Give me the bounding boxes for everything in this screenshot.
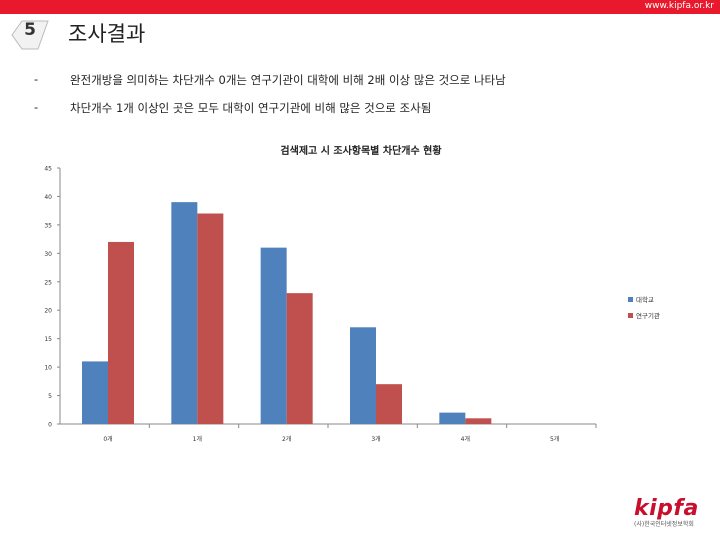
y-tick-label: 35 <box>44 222 52 229</box>
legend-label: 대학교 <box>636 295 654 304</box>
y-tick-label: 5 <box>48 393 52 400</box>
x-tick-label: 4개 <box>461 435 470 443</box>
section-number-badge-icon <box>11 20 49 50</box>
bullet-dash: - <box>34 100 39 114</box>
bullet-text: 완전개방을 의미하는 차단개수 0개는 연구기관이 대학에 비해 2배 이상 많… <box>70 73 506 87</box>
x-tick-label: 3개 <box>371 435 380 443</box>
legend-swatch <box>628 313 633 318</box>
bar-series2 <box>286 293 313 424</box>
bar-series1 <box>350 327 376 424</box>
logo-subtitle: (사)한국인터넷정보학회 <box>634 521 694 528</box>
kipfa-logo: kipfa (사)한국인터넷정보학회 <box>634 496 708 528</box>
chart-title: 검색제고 시 조사항목별 차단개수 현황 <box>280 146 442 157</box>
bar-series1 <box>439 412 466 424</box>
x-tick-label: 2개 <box>282 435 291 443</box>
chart-container: 검색제고 시 조사항목별 차단개수 현황 0 5 10 15 20 25 30 35 40 45 0… <box>36 140 686 454</box>
y-tick-label: 30 <box>44 251 52 258</box>
top-banner: www.kipfa.or.kr <box>0 0 720 14</box>
bullet-text: 차단개수 1개 이상인 곳은 모두 대학이 연구기관에 비해 많은 것으로 조사… <box>70 101 432 115</box>
bar-series1 <box>171 202 198 424</box>
logo-wordmark: kipfa <box>634 496 699 521</box>
bar-series2 <box>465 418 492 424</box>
x-tick-label: 0개 <box>103 435 112 443</box>
y-tick-label: 25 <box>44 279 52 286</box>
y-tick-label: 40 <box>44 194 52 201</box>
site-url[interactable]: www.kipfa.or.kr <box>644 1 714 11</box>
bullet-dash: - <box>34 72 39 86</box>
page-title: 조사결과 <box>68 22 146 46</box>
y-tick-label: 45 <box>44 166 52 173</box>
bar-series2 <box>108 241 134 424</box>
y-tick-label: 20 <box>44 308 52 315</box>
bar-series1 <box>260 247 287 424</box>
section-number: 5 <box>24 20 36 40</box>
bar-series2 <box>376 384 402 424</box>
bar-series2 <box>197 213 224 424</box>
y-tick-label: 10 <box>44 365 52 372</box>
y-tick-label: 0 <box>48 422 52 429</box>
x-tick-label: 5개 <box>550 435 559 443</box>
y-tick-label: 15 <box>44 336 52 343</box>
x-tick-label: 1개 <box>193 435 202 443</box>
legend-label: 연구기관 <box>636 311 660 320</box>
legend-swatch <box>628 297 633 302</box>
bar-series1 <box>82 361 108 424</box>
